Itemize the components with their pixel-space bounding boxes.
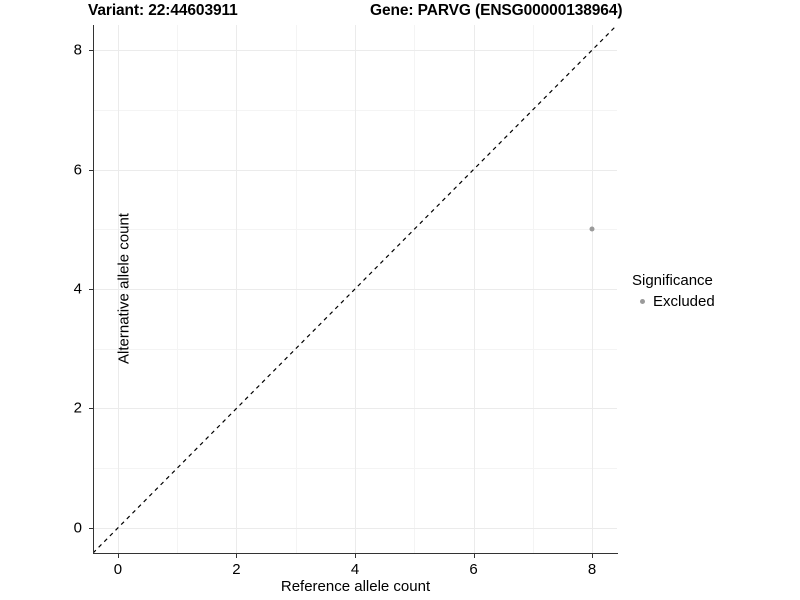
gridline-h-major bbox=[93, 408, 617, 409]
legend-entries: Excluded bbox=[632, 291, 792, 311]
y-axis-label: Alternative allele count bbox=[115, 213, 133, 364]
x-tick bbox=[236, 554, 238, 558]
identity-reference-line bbox=[93, 25, 617, 553]
x-axis-line bbox=[93, 553, 618, 554]
y-tick bbox=[89, 408, 93, 410]
y-axis-label-wrap: Alternative allele count bbox=[60, 0, 133, 600]
x-axis-label: Reference allele count bbox=[280, 578, 431, 595]
y-axis-line bbox=[93, 25, 94, 554]
x-tick bbox=[355, 554, 356, 558]
variant-title: Variant: 22:44603911 bbox=[88, 2, 238, 19]
y-tick-label: 6 bbox=[73, 161, 82, 179]
x-tick bbox=[117, 554, 119, 558]
x-tick-label: 0 bbox=[113, 561, 123, 578]
gridline-h-major bbox=[93, 50, 617, 51]
figure-title-row: Variant: 22:44603911 Gene: PARVG (ENSG00… bbox=[0, 2, 800, 24]
x-tick bbox=[592, 554, 594, 558]
x-tick-label: 8 bbox=[587, 561, 597, 578]
y-tick-label: 4 bbox=[73, 280, 82, 298]
legend-entry[interactable]: Excluded bbox=[632, 291, 792, 311]
x-tick bbox=[473, 554, 475, 558]
plot-panel bbox=[93, 25, 617, 553]
y-tick bbox=[89, 169, 93, 171]
x-tick-label: 2 bbox=[232, 561, 241, 578]
legend-entry-label: Excluded bbox=[653, 292, 715, 310]
x-tick-label: 4 bbox=[350, 561, 360, 578]
y-tick bbox=[89, 50, 93, 52]
x-tick-label: 6 bbox=[469, 561, 478, 578]
gridline-h-major bbox=[93, 528, 617, 529]
y-tick-label: 8 bbox=[73, 41, 82, 59]
y-tick bbox=[89, 289, 93, 290]
y-tick bbox=[89, 527, 93, 529]
legend-title: Significance bbox=[632, 272, 713, 289]
data-point[interactable] bbox=[589, 226, 595, 232]
legend-marker-icon bbox=[632, 291, 652, 311]
y-tick-label: 2 bbox=[73, 399, 82, 417]
plot-overlay-svg bbox=[93, 25, 617, 553]
legend: Significance Excluded bbox=[632, 272, 792, 311]
legend-dot-icon bbox=[639, 298, 645, 304]
y-tick-label: 0 bbox=[73, 519, 82, 537]
gridline-h-major bbox=[93, 170, 617, 171]
gene-title: Gene: PARVG (ENSG00000138964) bbox=[370, 2, 623, 19]
